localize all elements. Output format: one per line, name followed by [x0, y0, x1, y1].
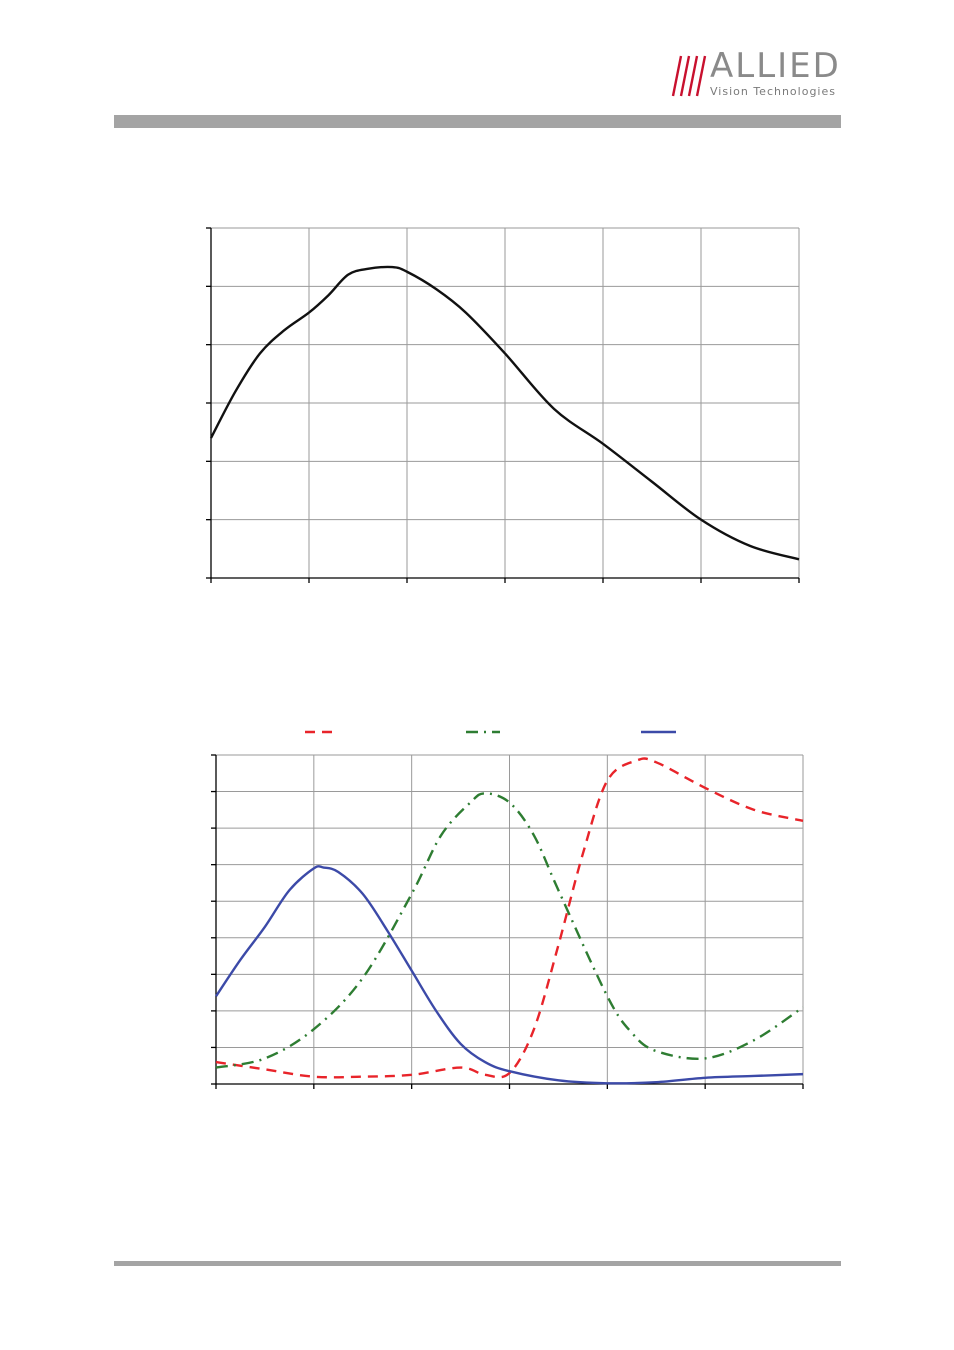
series-line-2: [215, 792, 804, 1069]
series-line-1: [209, 265, 800, 561]
series-line-1: [215, 757, 804, 1079]
logo-subtitle: Vision Technologies: [710, 85, 836, 98]
allied-vision-logo: ALLIED Vision Technologies: [664, 46, 844, 102]
chart-2: [211, 730, 804, 1089]
header-rule: [114, 115, 841, 128]
footer-rule: [114, 1261, 841, 1266]
logo-slashes-icon: [671, 55, 707, 97]
logo-wordmark: ALLIED: [710, 46, 841, 86]
chart-1: [206, 227, 800, 583]
series-line-3: [215, 865, 804, 1085]
